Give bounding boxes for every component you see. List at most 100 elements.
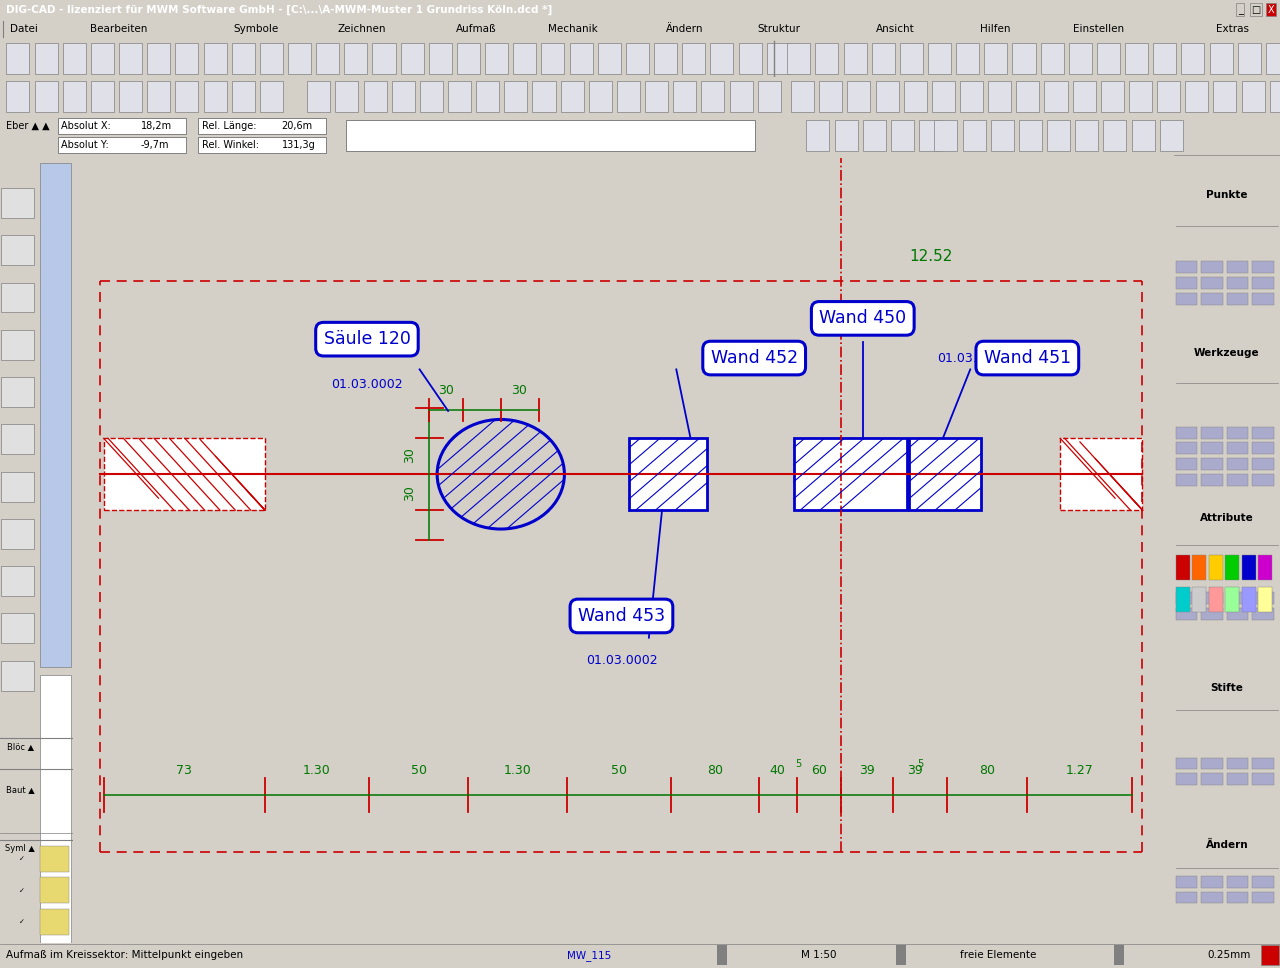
Text: 20,6m: 20,6m [282, 121, 312, 131]
Bar [1176, 773, 1197, 785]
Text: Mechanik: Mechanik [548, 24, 598, 34]
Bar [35, 43, 58, 74]
Bar [1, 661, 35, 691]
Bar [1238, 43, 1261, 74]
Bar [589, 81, 612, 112]
Text: □: □ [1251, 5, 1261, 15]
Bar [1252, 758, 1274, 770]
Bar [1176, 556, 1189, 581]
Text: MW_115: MW_115 [567, 950, 611, 961]
Bar [1252, 474, 1274, 486]
Bar [1242, 81, 1265, 112]
Bar [1252, 277, 1274, 288]
Bar [91, 43, 114, 74]
Bar [645, 81, 668, 112]
Bar [1176, 876, 1197, 888]
Bar [934, 120, 957, 151]
Bar [1242, 556, 1256, 581]
Text: ✓: ✓ [19, 857, 24, 862]
Text: 131,3g: 131,3g [282, 140, 315, 150]
Bar [654, 43, 677, 74]
Bar [1, 471, 35, 501]
Bar [896, 946, 906, 965]
Bar [1228, 427, 1248, 439]
Text: 5: 5 [918, 759, 924, 769]
Bar [1160, 120, 1183, 151]
Bar [960, 81, 983, 112]
Bar [1228, 758, 1248, 770]
Text: Wand 453: Wand 453 [577, 607, 666, 625]
Bar [988, 81, 1011, 112]
Text: 0.25mm: 0.25mm [1207, 951, 1251, 960]
Bar [1, 519, 35, 549]
Bar [1176, 261, 1197, 273]
Bar [232, 43, 255, 74]
Bar [1202, 773, 1222, 785]
Bar [1185, 81, 1208, 112]
Bar [288, 43, 311, 74]
Bar [1258, 556, 1272, 581]
Bar [673, 81, 696, 112]
Bar [1181, 43, 1204, 74]
Bar [1, 283, 35, 313]
Text: 30: 30 [403, 485, 416, 501]
Bar [147, 43, 170, 74]
Text: 60: 60 [812, 764, 827, 776]
Bar [617, 81, 640, 112]
Bar [6, 81, 29, 112]
Bar [1252, 773, 1274, 785]
Text: 1.27: 1.27 [1065, 764, 1093, 776]
Bar [900, 43, 923, 74]
Bar [260, 43, 283, 74]
Bar [6, 43, 29, 74]
Bar [1252, 608, 1274, 620]
Bar [1114, 946, 1124, 965]
Bar [1041, 43, 1064, 74]
Text: 50: 50 [411, 764, 426, 776]
Bar [1153, 43, 1176, 74]
Bar [932, 81, 955, 112]
Text: Ansicht: Ansicht [876, 24, 914, 34]
Bar [1012, 43, 1036, 74]
Bar [147, 81, 170, 112]
Bar [1202, 608, 1222, 620]
Bar [758, 81, 781, 112]
Bar [307, 81, 330, 112]
Bar [175, 81, 198, 112]
Bar [316, 43, 339, 74]
Bar [1202, 277, 1222, 288]
Bar [872, 43, 895, 74]
Text: Rel. Länge:: Rel. Länge: [202, 121, 257, 131]
Text: Absolut X:: Absolut X: [61, 121, 111, 131]
Text: Säule 120: Säule 120 [324, 330, 411, 348]
Text: 18,2m: 18,2m [141, 121, 172, 131]
Bar [1228, 277, 1248, 288]
Bar [40, 163, 70, 667]
Bar [1228, 608, 1248, 620]
Bar [1202, 442, 1222, 454]
Bar [1228, 876, 1248, 888]
Bar [1252, 876, 1274, 888]
Text: _: _ [1238, 5, 1243, 15]
Bar [1202, 592, 1222, 604]
Bar [1, 188, 35, 218]
Bar [1202, 458, 1222, 470]
Bar [476, 81, 499, 112]
Bar [1060, 439, 1143, 510]
Bar [198, 137, 326, 153]
Bar [1210, 43, 1233, 74]
Bar [35, 81, 58, 112]
Bar [457, 43, 480, 74]
Bar [344, 43, 367, 74]
Text: 30: 30 [403, 447, 416, 464]
Text: Einstellen: Einstellen [1073, 24, 1124, 34]
Bar [198, 118, 326, 134]
Bar [1228, 261, 1248, 273]
Bar [1125, 43, 1148, 74]
Bar [1261, 946, 1279, 965]
Bar [1193, 587, 1206, 612]
Bar [1073, 81, 1096, 112]
Text: M 1:50: M 1:50 [801, 951, 837, 960]
Bar [40, 909, 69, 935]
Bar [1016, 81, 1039, 112]
